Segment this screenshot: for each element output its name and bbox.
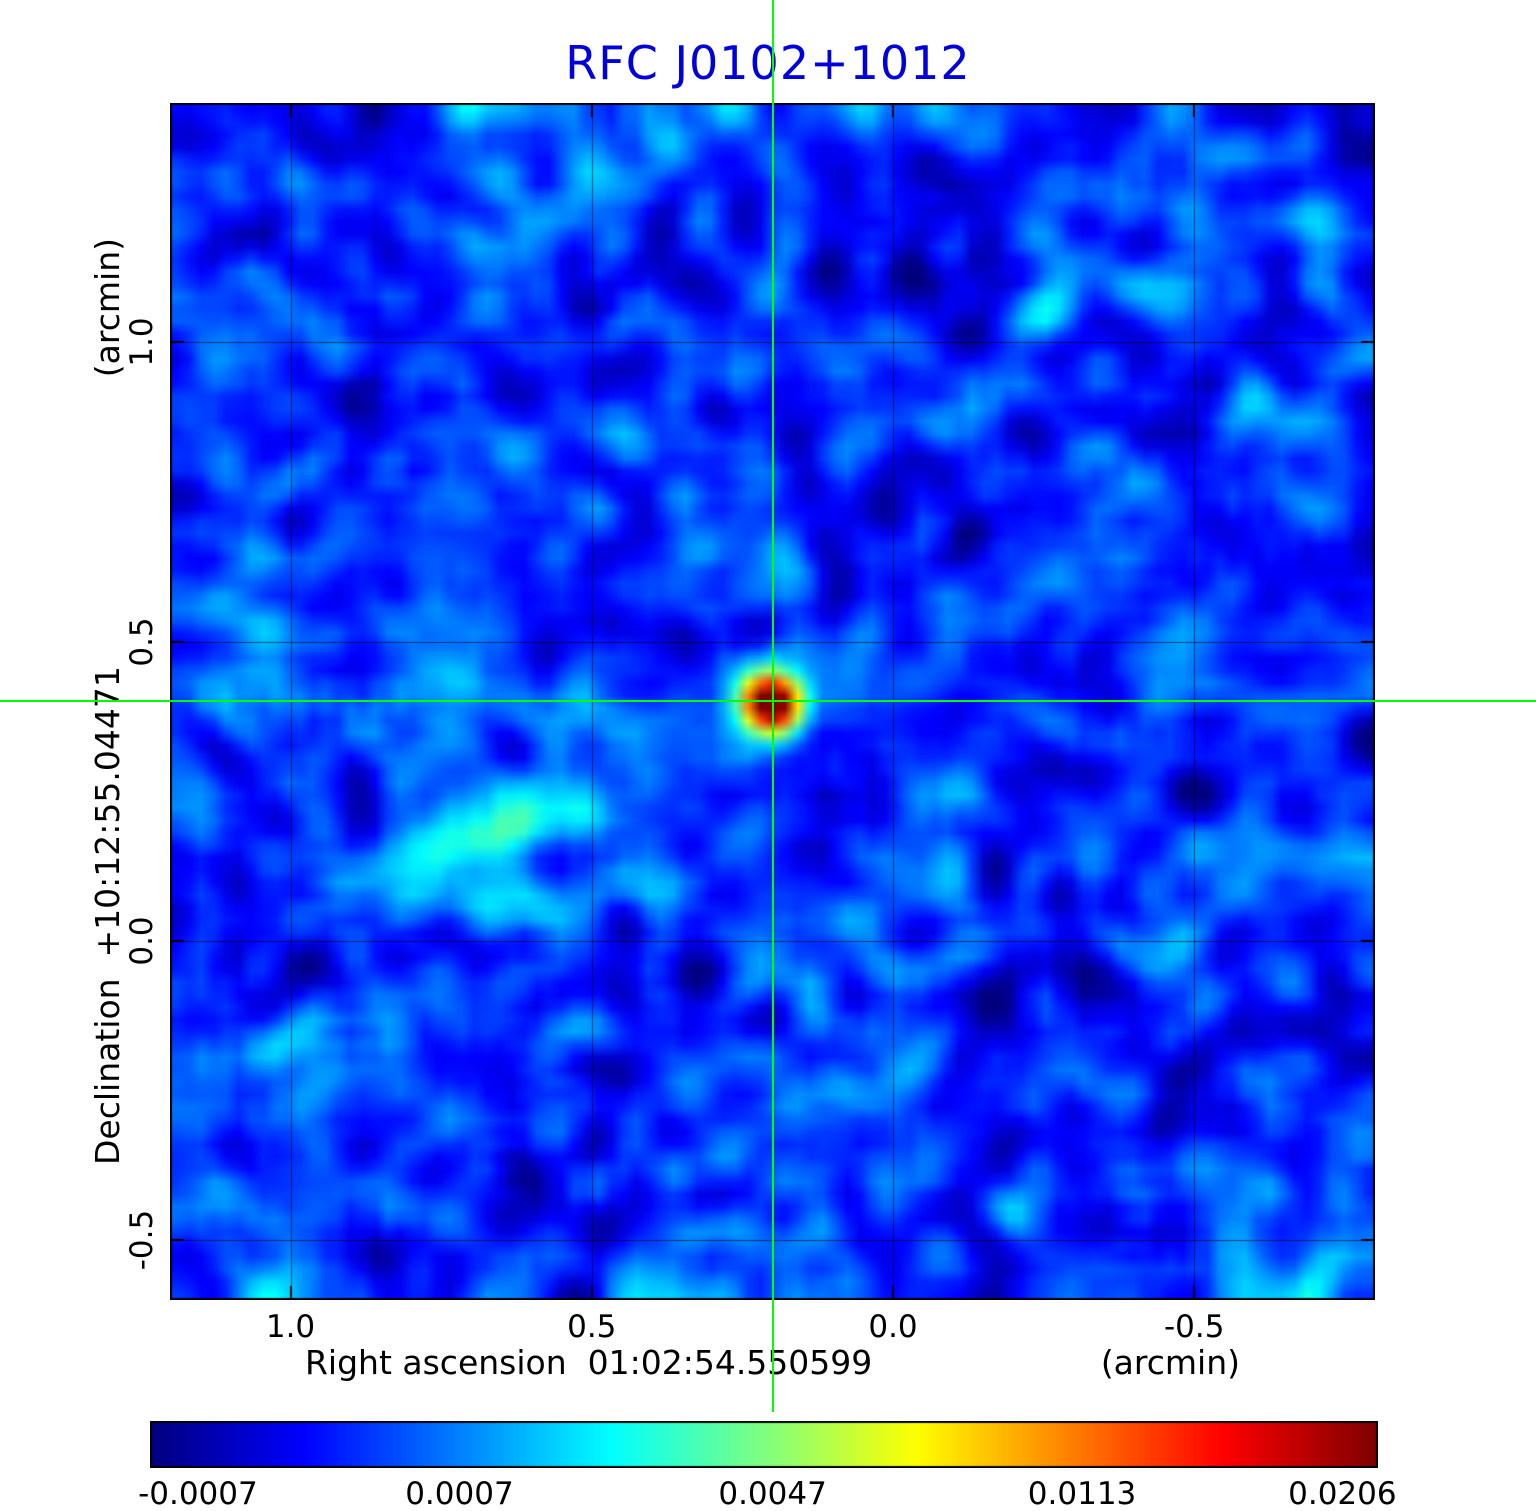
x-axis-unit: (arcmin)	[1100, 1342, 1240, 1382]
x-tick-label: 0.0	[868, 1309, 918, 1345]
crosshair-vertical-line	[772, 0, 774, 1412]
x-axis-title: Right ascension 01:02:54.550599	[305, 1342, 873, 1382]
y-tick-label: 0.5	[124, 616, 160, 667]
crosshair-horizontal-line	[0, 700, 1536, 702]
y-tick-label: 1.0	[124, 317, 160, 368]
colorbar-tick-label: 0.0047	[718, 1476, 827, 1511]
colorbar-tick-label: 0.0113	[1027, 1476, 1137, 1511]
colorbar-tick-label: -0.0007	[138, 1476, 258, 1511]
colorbar-tick-label: 0.0007	[405, 1476, 514, 1511]
y-axis-unit: (arcmin)	[87, 238, 127, 378]
y-tick-label: 0.0	[124, 916, 160, 966]
figure-title: RFC J0102+1012	[565, 36, 971, 90]
y-axis-title: Declination +10:12:55.04471	[87, 666, 127, 1165]
y-tick-label: -0.5	[124, 1209, 160, 1271]
x-tick-label: 0.5	[567, 1309, 617, 1345]
colorbar	[150, 1421, 1378, 1468]
x-tick-label: -0.5	[1164, 1309, 1225, 1345]
x-tick-label: 1.0	[265, 1309, 316, 1345]
colorbar-tick-label: 0.0206	[1288, 1476, 1397, 1511]
x-axis-label-row: Right ascension 01:02:54.550599 (arcmin)	[170, 1340, 1375, 1384]
